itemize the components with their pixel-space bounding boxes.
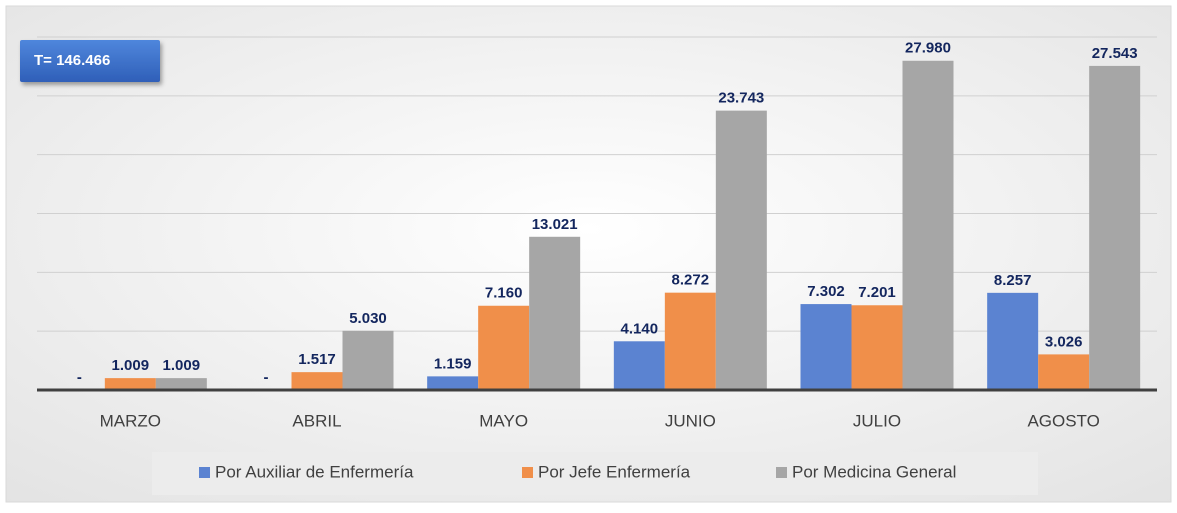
- bar: [851, 305, 903, 390]
- data-label: 7.160: [485, 285, 523, 302]
- data-label: 23.743: [718, 90, 764, 107]
- total-annotation: T= 146.466: [34, 52, 110, 69]
- data-label: 7.302: [807, 283, 845, 300]
- x-tick-label: ABRIL: [292, 411, 341, 430]
- bar: [104, 378, 156, 390]
- data-label: 7.201: [858, 284, 896, 301]
- legend-swatch: [199, 467, 210, 478]
- data-label: 27.980: [905, 40, 951, 57]
- legend-label: Por Jefe Enfermería: [538, 462, 691, 481]
- bar: [987, 292, 1039, 390]
- data-label: 13.021: [532, 216, 578, 233]
- data-label: 8.272: [672, 272, 710, 289]
- bar: [1038, 354, 1090, 390]
- x-tick-label: MARZO: [100, 411, 161, 430]
- x-tick-label: JULIO: [853, 411, 901, 430]
- total-box: [20, 40, 160, 82]
- bar: [155, 378, 207, 390]
- data-label: 8.257: [994, 272, 1032, 289]
- data-label: 1.517: [298, 351, 336, 368]
- legend-swatch: [522, 467, 533, 478]
- data-label: 1.009: [163, 357, 201, 374]
- x-tick-label: AGOSTO: [1027, 411, 1099, 430]
- data-label: 5.030: [349, 310, 387, 327]
- legend-swatch: [776, 467, 787, 478]
- legend-label: Por Medicina General: [792, 462, 956, 481]
- bar: [902, 60, 954, 390]
- bar: [613, 341, 665, 390]
- bar: [529, 236, 581, 390]
- data-label: 27.543: [1092, 45, 1138, 62]
- chart-background: [5, 5, 1172, 503]
- bar: [478, 305, 530, 390]
- data-label: 3.026: [1045, 333, 1083, 350]
- x-tick-label: MAYO: [479, 411, 528, 430]
- data-label: 1.009: [112, 357, 150, 374]
- data-label: 4.140: [621, 320, 659, 337]
- data-label: -: [264, 369, 269, 386]
- bar: [1089, 65, 1141, 390]
- legend-background: [152, 452, 1038, 495]
- bar: [342, 330, 394, 390]
- bar: [715, 110, 767, 391]
- data-label: 1.159: [434, 355, 472, 372]
- bar: [427, 376, 479, 390]
- bar: [664, 292, 716, 390]
- x-tick-label: JUNIO: [665, 411, 716, 430]
- data-label: -: [77, 369, 82, 386]
- bar: [800, 304, 852, 390]
- bar: [291, 372, 343, 390]
- legend-label: Por Auxiliar de Enfermería: [215, 462, 414, 481]
